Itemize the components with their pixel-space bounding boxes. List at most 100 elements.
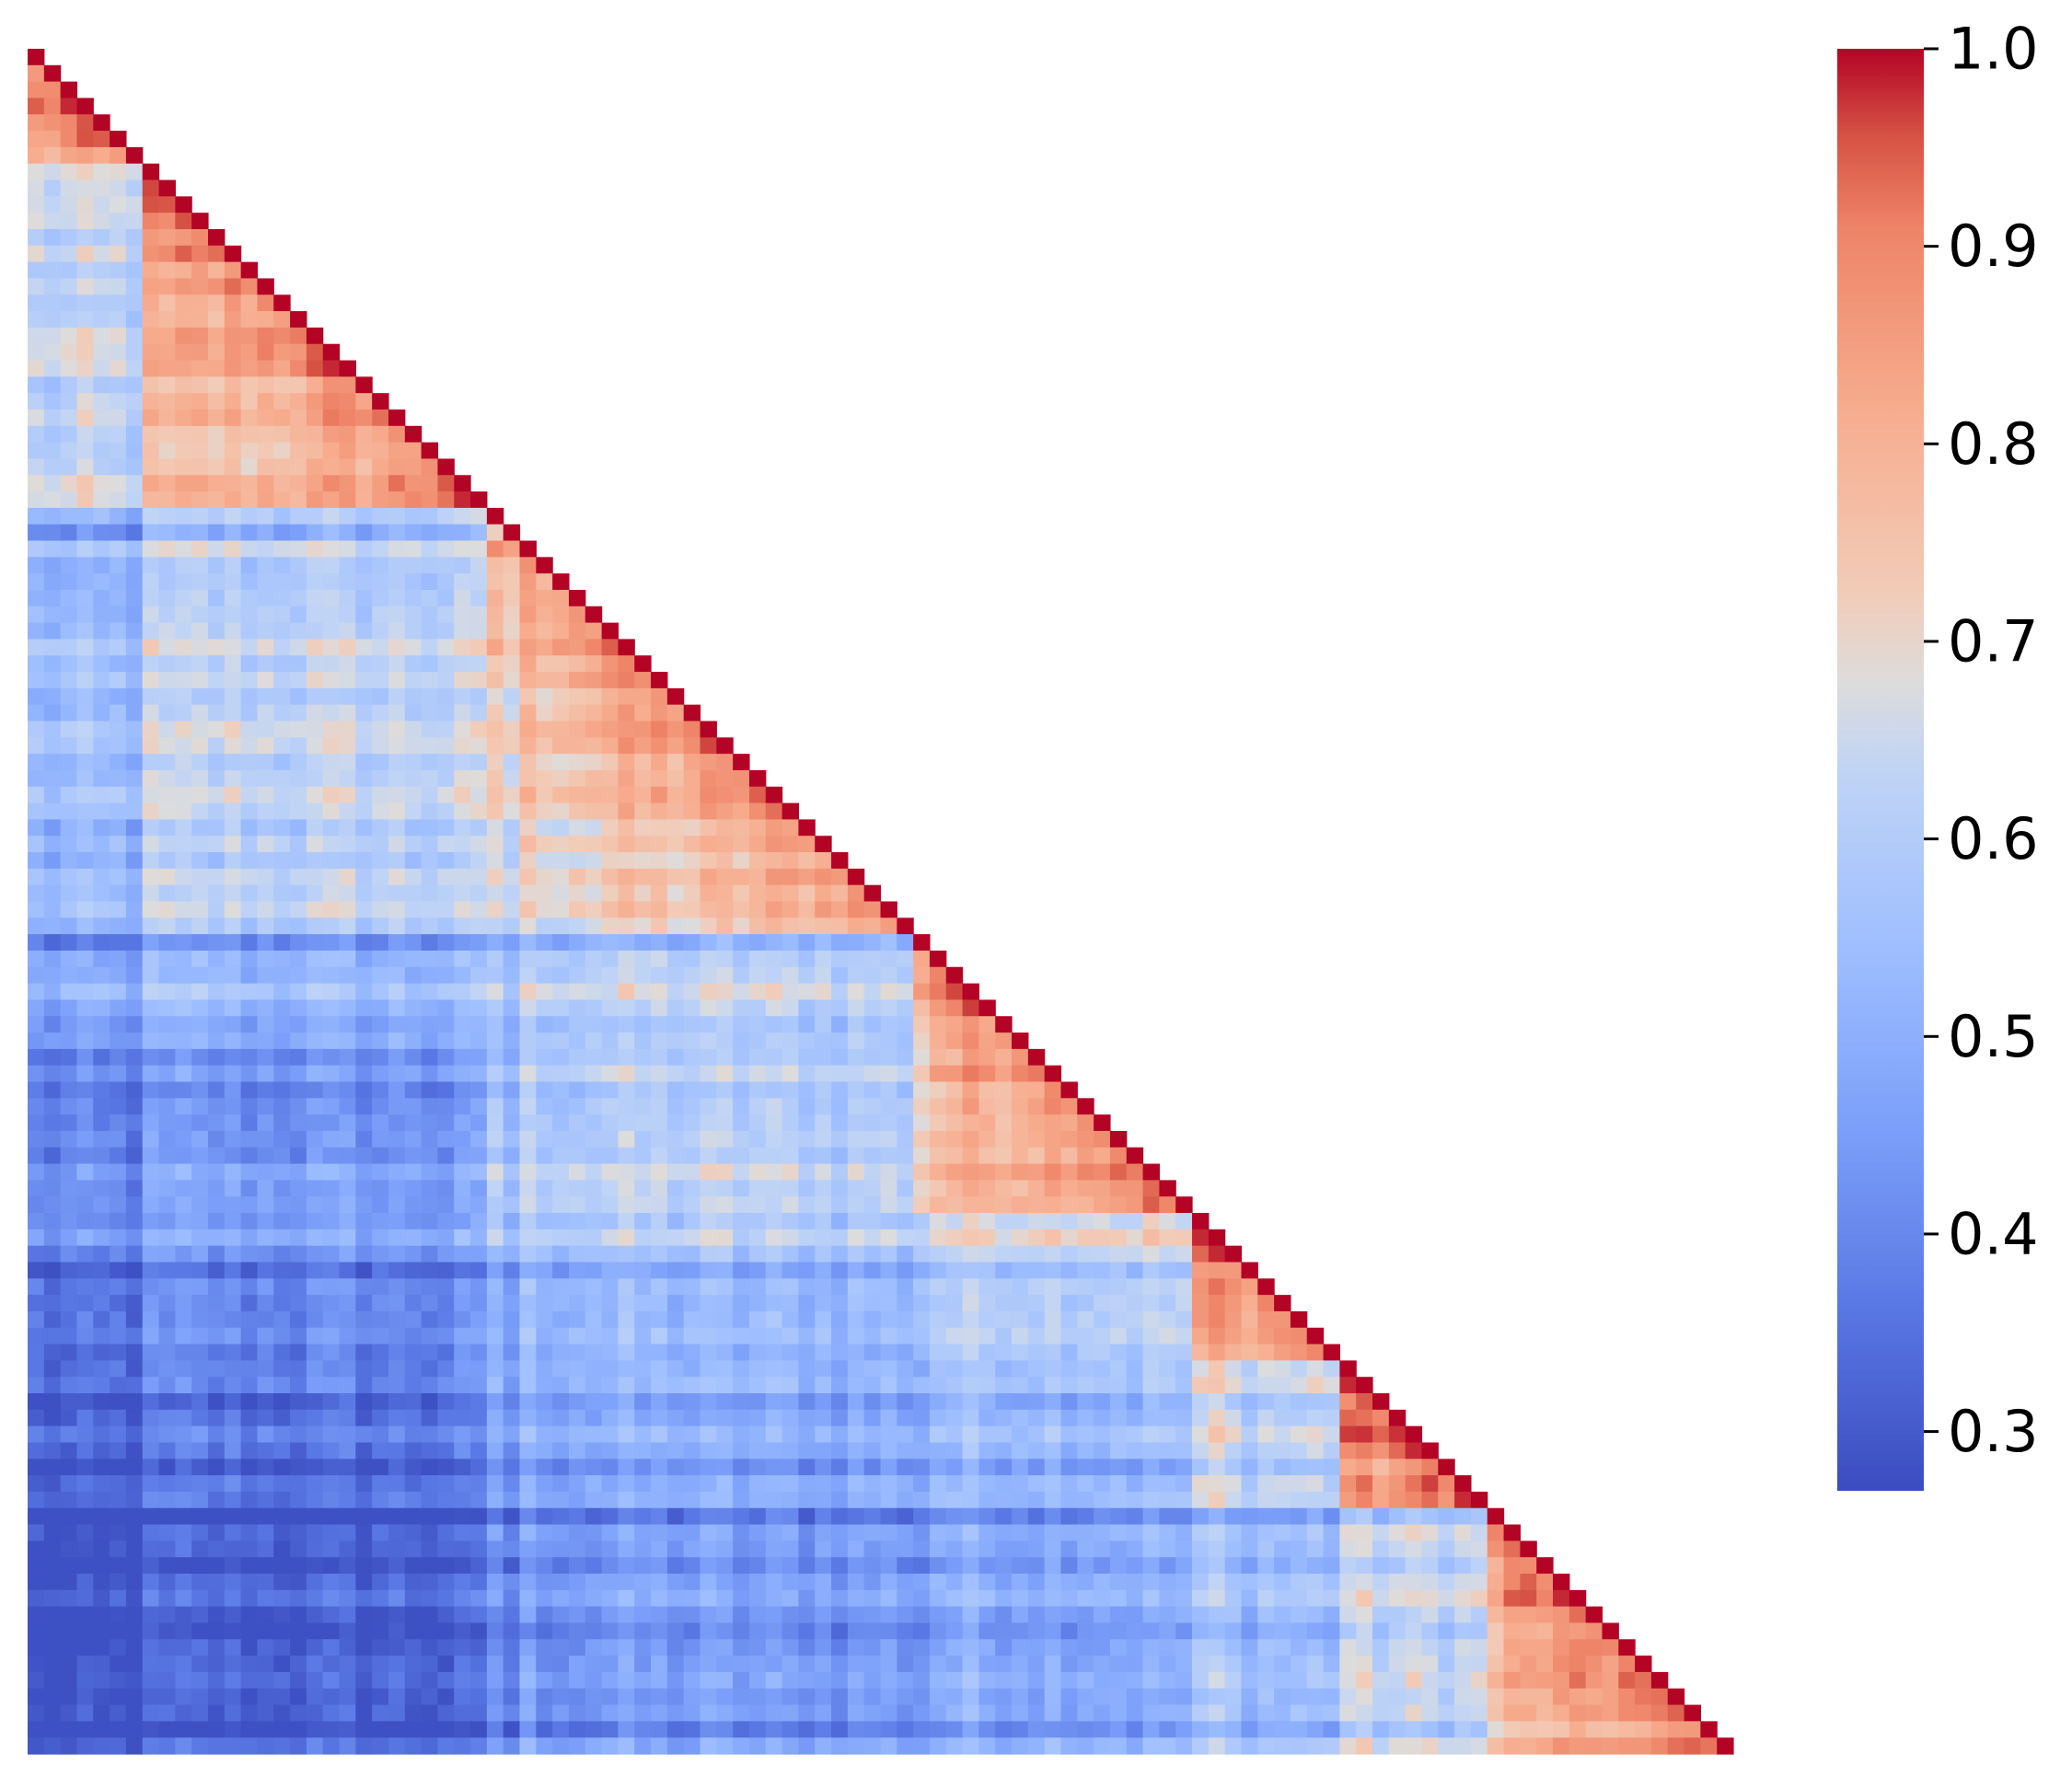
heatmap-cell [618,1327,635,1345]
heatmap-cell [1175,1425,1193,1444]
heatmap-cell [93,786,110,804]
heatmap-cell [421,1295,439,1312]
heatmap-cell [207,507,226,525]
heatmap-cell [175,655,192,673]
heatmap-cell [651,1459,668,1476]
heatmap-cell [913,1245,931,1264]
heatmap-cell [519,1180,537,1197]
heatmap-cell [781,1278,800,1296]
heatmap-cell [372,1409,389,1427]
heatmap-cell [1012,1507,1029,1526]
heatmap-cell [536,573,553,591]
heatmap-cell [897,1098,914,1115]
heatmap-cell [552,672,570,689]
heatmap-cell [175,1606,192,1624]
heatmap-cell [404,1425,423,1444]
heatmap-cell [798,819,816,837]
heatmap-cell [372,393,389,410]
heatmap-cell [1290,1656,1308,1673]
heatmap-cell [224,1540,242,1558]
heatmap-cell [93,1180,110,1197]
heatmap-cell [421,769,439,788]
heatmap-cell [404,917,423,935]
heatmap-cell [1094,1278,1111,1296]
heatmap-cell [76,163,94,181]
heatmap-cell [93,425,110,444]
heatmap-cell [634,1098,652,1115]
heatmap-cell [273,1310,291,1329]
heatmap-cell [1405,1425,1423,1444]
heatmap-cell [913,1130,931,1148]
heatmap-cell [700,1130,717,1148]
heatmap-cell [1126,1459,1144,1476]
heatmap-cell [76,146,94,165]
heatmap-cell [1602,1639,1619,1656]
heatmap-cell [978,1360,996,1378]
heatmap-cell [486,1196,504,1214]
heatmap-cell [372,786,389,804]
heatmap-cell [306,360,324,377]
heatmap-cell [43,81,62,99]
heatmap-cell [913,983,931,1001]
heatmap-cell [700,901,717,918]
heatmap-cell [191,622,209,640]
heatmap-cell [716,1491,734,1509]
heatmap-cell [634,655,652,673]
heatmap-cell [503,1540,521,1558]
heatmap-cell [863,1262,882,1279]
heatmap-cell [1323,1409,1340,1427]
heatmap-cell [110,1442,127,1460]
heatmap-cell [240,852,259,870]
heatmap-cell [1012,1180,1029,1197]
heatmap-cell [1454,1639,1472,1656]
heatmap-cell [585,836,603,853]
heatmap-cell [93,622,110,640]
heatmap-cell [355,589,373,607]
heatmap-cell [240,1491,259,1509]
heatmap-cell [733,966,750,985]
heatmap-cell [207,819,226,837]
heatmap-cell [158,1048,176,1067]
heatmap-cell [224,1622,242,1640]
heatmap-cell [43,491,62,509]
heatmap-cell [110,769,127,788]
heatmap-cell [1421,1524,1439,1541]
heatmap-cell [716,1344,734,1361]
heatmap-cell [224,884,242,903]
heatmap-cell [158,1196,176,1214]
heatmap-cell [110,901,127,918]
heatmap-cell [322,786,341,804]
heatmap-cell [142,901,160,918]
heatmap-cell [158,1409,176,1427]
heatmap-cell [257,901,274,918]
heatmap-cell [158,966,176,985]
heatmap-cell [240,442,259,460]
heatmap-cell [60,343,78,362]
heatmap-cell [28,1295,45,1312]
heatmap-cell [273,1639,291,1656]
heatmap-cell [322,376,341,394]
heatmap-cell [880,1557,897,1575]
heatmap-cell [339,507,356,525]
heatmap-cell [470,1065,488,1083]
heatmap-cell [585,606,603,624]
heatmap-cell [93,228,110,247]
heatmap-cell [978,1229,996,1247]
heatmap-cell [1553,1622,1570,1640]
heatmap-cell [748,1409,767,1427]
heatmap-cell [191,802,209,821]
heatmap-cell [568,737,586,755]
heatmap-cell [585,1540,603,1558]
heatmap-cell [486,1033,504,1050]
heatmap-cell [421,1262,439,1279]
heatmap-cell [158,376,176,394]
heatmap-cell [897,1557,914,1575]
heatmap-cell [618,819,635,837]
heatmap-cell [552,1442,570,1460]
heatmap-cell [76,540,94,558]
heatmap-cell [1339,1589,1357,1608]
heatmap-cell [388,769,406,788]
heatmap-cell [191,1540,209,1558]
heatmap-cell [1306,1459,1325,1476]
heatmap-cell [1012,1130,1029,1148]
